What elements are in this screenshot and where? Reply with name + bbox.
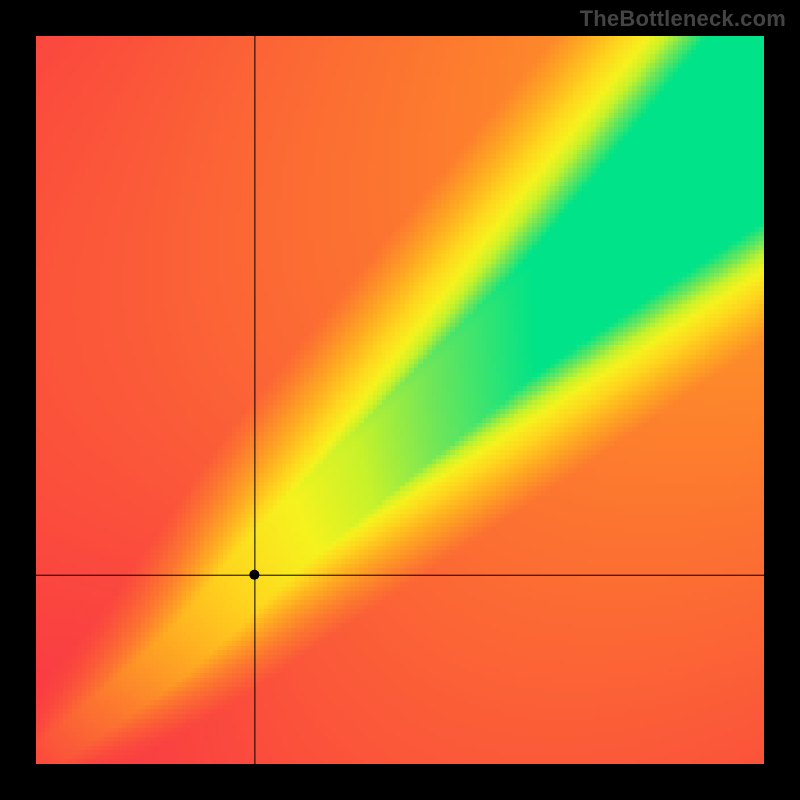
- chart-container: TheBottleneck.com: [0, 0, 800, 800]
- bottleneck-heatmap: [36, 36, 764, 764]
- watermark-label: TheBottleneck.com: [580, 6, 786, 32]
